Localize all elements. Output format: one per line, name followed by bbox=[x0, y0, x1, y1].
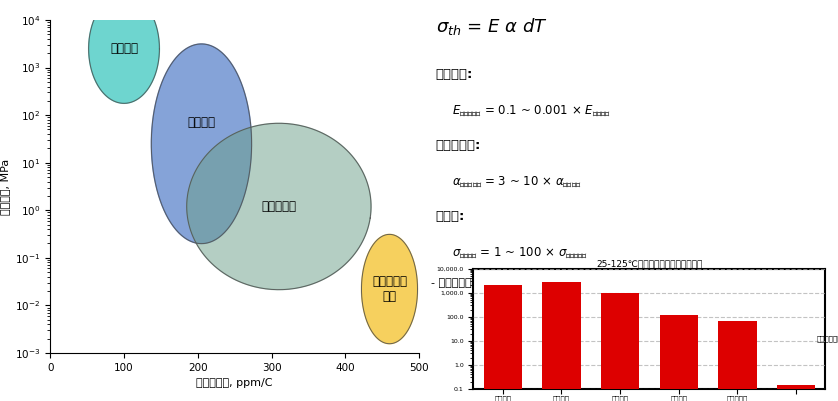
Bar bbox=[542, 282, 581, 401]
Polygon shape bbox=[187, 123, 371, 290]
Polygon shape bbox=[89, 0, 159, 103]
Text: 熱膨張係数:: 熱膨張係数: bbox=[436, 139, 481, 152]
Bar bbox=[484, 286, 522, 401]
Title: 25-125℃における熱応力の相対比較: 25-125℃における熱応力の相対比較 bbox=[597, 259, 702, 268]
Bar bbox=[718, 321, 757, 401]
X-axis label: 線膨張係数, ppm/C: 線膨張係数, ppm/C bbox=[196, 378, 273, 388]
Polygon shape bbox=[361, 234, 417, 344]
Text: $E_{シリコーン}$ = 0.1 ~ 0.001 × $E_{エポキシ}$: $E_{シリコーン}$ = 0.1 ~ 0.001 × $E_{エポキシ}$ bbox=[452, 103, 611, 118]
Text: シリコーン
ゲル: シリコーン ゲル bbox=[372, 275, 407, 303]
Polygon shape bbox=[152, 44, 251, 244]
Bar bbox=[777, 385, 815, 401]
Text: シリコーン: シリコーン bbox=[261, 200, 297, 213]
Bar bbox=[660, 315, 698, 401]
Bar bbox=[601, 293, 639, 401]
Text: $\sigma_{th}$ = $E\ \alpha\ dT$: $\sigma_{th}$ = $E\ \alpha\ dT$ bbox=[436, 16, 547, 37]
Text: ウレタン: ウレタン bbox=[188, 116, 215, 129]
Y-axis label: ヤング率, MPa: ヤング率, MPa bbox=[0, 158, 9, 215]
Text: - シリコーンゲルではさらに熱応力はちいさくなります: - シリコーンゲルではさらに熱応力はちいさくなります bbox=[432, 278, 598, 288]
Text: シリコーンゲル: シリコーンゲル bbox=[816, 336, 838, 342]
Text: 熱応力:: 熱応力: bbox=[436, 210, 465, 223]
Text: エポキシ: エポキシ bbox=[110, 42, 138, 55]
Text: $\sigma_{エポキシ}$ = 1 ~ 100 × $\sigma_{シリコーン}$: $\sigma_{エポキシ}$ = 1 ~ 100 × $\sigma_{シリコ… bbox=[452, 245, 588, 260]
Text: $\alpha_{シリコーン}$ = 3 ~ 10 × $\alpha_{エポキシ}$: $\alpha_{シリコーン}$ = 3 ~ 10 × $\alpha_{エポキ… bbox=[452, 174, 582, 189]
Text: ヤング率:: ヤング率: bbox=[436, 68, 473, 81]
